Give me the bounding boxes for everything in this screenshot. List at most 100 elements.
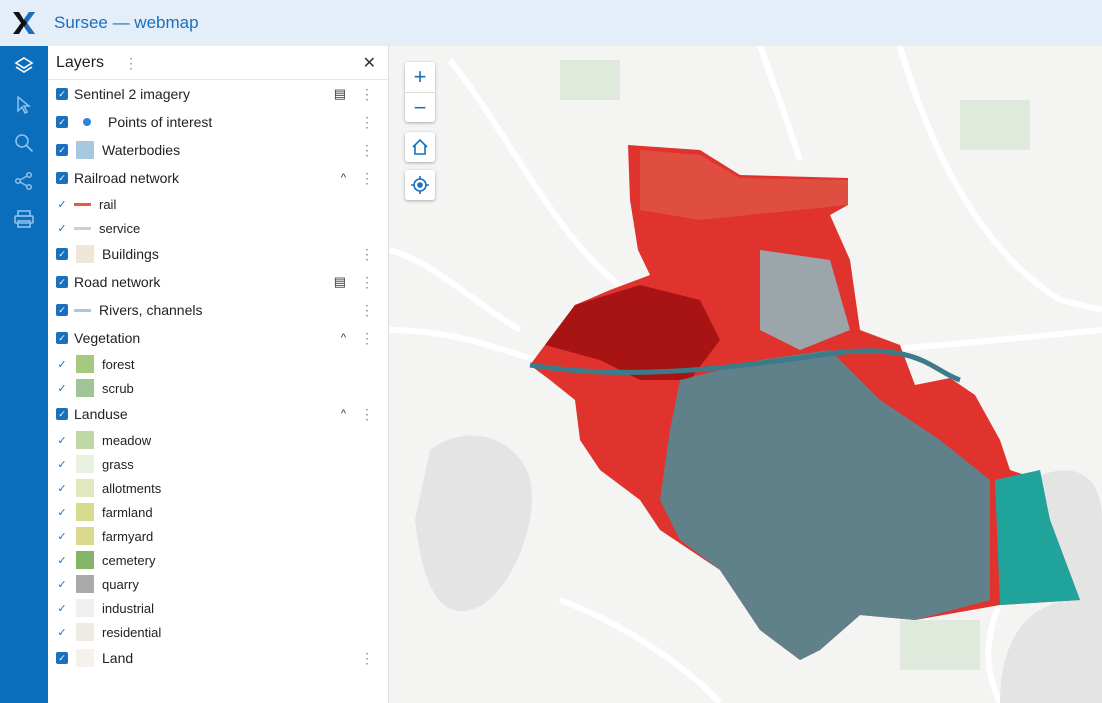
sublayer-row[interactable]: ✓ quarry (48, 572, 388, 596)
home-button[interactable] (405, 132, 435, 162)
fill-swatch (76, 431, 94, 449)
layer-list: ✓ Sentinel 2 imagery ▤ ⋮ ✓ Points of interest… (48, 80, 388, 672)
check-icon[interactable]: ✓ (57, 434, 67, 447)
sublayer-row[interactable]: ✓ allotments (48, 476, 388, 500)
chevron-up-icon[interactable]: ^ (340, 408, 346, 420)
check-icon[interactable]: ✓ (57, 458, 67, 471)
layer-checkbox[interactable]: ✓ (56, 248, 68, 260)
layer-label: Vegetation (74, 330, 141, 346)
sublayer-row[interactable]: ✓ service (48, 216, 388, 240)
check-icon[interactable]: ✓ (57, 602, 67, 615)
layers-panel: Layers ⋮ ✕ ✓ Sentinel 2 imagery ▤ ⋮ ✓ Points … (48, 46, 389, 703)
layer-menu-icon[interactable]: ⋮ (360, 406, 374, 422)
fill-swatch (76, 623, 94, 641)
search-icon[interactable] (0, 124, 48, 162)
layer-menu-icon[interactable]: ⋮ (360, 302, 374, 318)
fill-swatch (76, 455, 94, 473)
close-icon[interactable]: ✕ (362, 55, 376, 72)
layer-menu-icon[interactable]: ⋮ (360, 246, 374, 262)
layer-menu-icon[interactable]: ⋮ (360, 650, 374, 666)
sublayer-row[interactable]: ✓ grass (48, 452, 388, 476)
layer-checkbox[interactable]: ✓ (56, 172, 68, 184)
layer-menu-icon[interactable]: ⋮ (360, 86, 374, 102)
layer-checkbox[interactable]: ✓ (56, 304, 68, 316)
locate-button[interactable] (405, 170, 435, 200)
layer-label: Waterbodies (102, 142, 181, 158)
check-icon[interactable]: ✓ (57, 506, 67, 519)
sublayer-label: residential (102, 624, 162, 640)
layer-row[interactable]: ✓ Waterbodies ⋮ (48, 136, 388, 164)
check-icon[interactable]: ✓ (57, 482, 67, 495)
check-icon[interactable]: ✓ (57, 530, 67, 543)
check-icon[interactable]: ✓ (57, 578, 67, 591)
chevron-up-icon[interactable]: ^ (340, 172, 346, 184)
app-title: Sursee — webmap (54, 13, 199, 32)
layer-menu-icon[interactable]: ⋮ (360, 142, 374, 158)
check-icon[interactable]: ✓ (57, 382, 67, 395)
zoom-out-button[interactable]: − (405, 92, 435, 122)
select-icon[interactable] (0, 86, 48, 124)
table-icon[interactable]: ▤ (333, 274, 346, 289)
layer-checkbox[interactable]: ✓ (56, 332, 68, 344)
check-icon[interactable]: ✓ (57, 358, 67, 371)
layer-checkbox[interactable]: ✓ (56, 116, 68, 128)
sublayer-row[interactable]: ✓ residential (48, 620, 388, 644)
layer-checkbox[interactable]: ✓ (56, 652, 68, 664)
sublayer-row[interactable]: ✓ forest (48, 352, 388, 376)
layer-menu-icon[interactable]: ⋮ (360, 114, 374, 130)
fill-swatch (76, 479, 94, 497)
layers-icon[interactable] (0, 46, 48, 86)
sublayer-label: meadow (102, 432, 152, 448)
sublayer-label: industrial (102, 600, 155, 616)
sublayer-row[interactable]: ✓ rail (48, 192, 388, 216)
layer-label: Land (102, 650, 134, 666)
line-swatch (74, 196, 91, 213)
layer-row[interactable]: ✓ Buildings ⋮ (48, 240, 388, 268)
sublayer-row[interactable]: ✓ cemetery (48, 548, 388, 572)
sublayer-label: allotments (102, 480, 162, 496)
layer-menu-icon[interactable]: ⋮ (360, 330, 374, 346)
layer-row[interactable]: ✓ Points of interest ⋮ (48, 108, 388, 136)
layer-menu-icon[interactable]: ⋮ (360, 170, 374, 186)
sublayer-label: farmyard (102, 528, 154, 544)
sublayer-label: forest (102, 356, 135, 372)
layer-label: Railroad network (74, 170, 180, 186)
print-icon[interactable] (0, 200, 48, 238)
table-icon[interactable]: ▤ (333, 86, 346, 101)
sublayer-row[interactable]: ✓ farmyard (48, 524, 388, 548)
layer-checkbox[interactable]: ✓ (56, 88, 68, 100)
check-icon[interactable]: ✓ (57, 626, 67, 639)
layer-row[interactable]: ✓ Sentinel 2 imagery ▤ ⋮ (48, 80, 388, 108)
layer-label: Rivers, channels (99, 302, 203, 318)
chevron-up-icon[interactable]: ^ (340, 332, 346, 344)
sublayer-row[interactable]: ✓ meadow (48, 428, 388, 452)
layer-row[interactable]: ✓ Land ⋮ (48, 644, 388, 672)
layer-row[interactable]: ✓ Road network ▤ ⋮ (48, 268, 388, 296)
layer-checkbox[interactable]: ✓ (56, 276, 68, 288)
sublayer-label: grass (102, 456, 134, 472)
layer-row[interactable]: ✓ Vegetation ^ ⋮ (48, 324, 388, 352)
layer-row[interactable]: ✓ Railroad network ^ ⋮ (48, 164, 388, 192)
layer-row[interactable]: ✓ Rivers, channels ⋮ (48, 296, 388, 324)
map-canvas[interactable] (389, 46, 1102, 703)
fill-swatch (76, 575, 94, 593)
layer-menu-icon[interactable]: ⋮ (360, 274, 374, 290)
sublayer-row[interactable]: ✓ industrial (48, 596, 388, 620)
check-icon[interactable]: ✓ (57, 222, 67, 235)
share-icon[interactable] (0, 162, 48, 200)
zoom-in-button[interactable]: + (413, 64, 427, 89)
sublayer-row[interactable]: ✓ farmland (48, 500, 388, 524)
panel-menu-icon[interactable]: ⋮ (124, 54, 139, 71)
map-view[interactable]: + − (389, 46, 1102, 703)
sublayer-label: cemetery (102, 552, 156, 568)
layer-checkbox[interactable]: ✓ (56, 144, 68, 156)
check-icon[interactable]: ✓ (57, 198, 67, 211)
layer-checkbox[interactable]: ✓ (56, 408, 68, 420)
fill-swatch (76, 649, 94, 667)
sublayer-label: farmland (102, 504, 153, 520)
check-icon[interactable]: ✓ (57, 554, 67, 567)
sublayer-row[interactable]: ✓ scrub (48, 376, 388, 400)
sublayer-label: service (99, 220, 141, 236)
fill-swatch (76, 379, 94, 397)
layer-row[interactable]: ✓ Landuse ^ ⋮ (48, 400, 388, 428)
